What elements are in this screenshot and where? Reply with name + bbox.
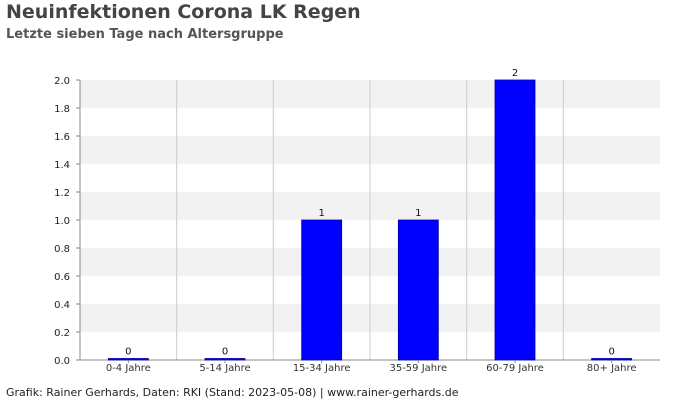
data-label: 2 (512, 68, 518, 79)
bar (301, 219, 343, 361)
y-tick-label: 0.2 (54, 328, 70, 339)
y-tick-label: 1.8 (54, 104, 70, 115)
chart-subtitle: Letzte sieben Tage nach Altersgruppe (6, 27, 284, 42)
x-tick-label: 0-4 Jahre (106, 363, 151, 374)
y-tick-label: 1.2 (54, 188, 70, 199)
y-tick-label: 0.8 (54, 244, 70, 255)
bar (591, 358, 633, 361)
x-tick-labels: 0-4 Jahre 5-14 Jahre 15-34 Jahre 35-59 Jahr… (106, 360, 637, 374)
data-label: 0 (222, 347, 228, 358)
bar (397, 219, 439, 361)
source-footer: Grafik: Rainer Gerhards, Daten: RKI (Sta… (6, 386, 459, 399)
x-tick-label: 80+ Jahre (587, 363, 637, 374)
y-tick-label: 1.4 (54, 160, 70, 171)
bar (204, 358, 246, 361)
data-label: 0 (608, 347, 614, 358)
y-tick-label: 0.0 (54, 356, 70, 367)
bar (107, 358, 149, 361)
x-tick-label: 60-79 Jahre (486, 363, 544, 374)
data-label: 1 (415, 208, 421, 219)
x-tick-label: 15-34 Jahre (293, 363, 351, 374)
data-label: 0 (125, 347, 131, 358)
chart-title: Neuinfektionen Corona LK Regen (6, 1, 361, 23)
gridlines (176, 80, 564, 360)
y-tick-label: 1.0 (54, 216, 70, 227)
y-tick-label: 2.0 (54, 76, 70, 87)
y-tick-label: 0.4 (54, 300, 70, 311)
x-tick-label: 5-14 Jahre (199, 363, 250, 374)
y-tick-label: 0.6 (54, 272, 70, 283)
y-tick-label: 1.6 (54, 132, 70, 143)
data-labels: 0 0 1 1 2 0 (125, 68, 615, 358)
bar (494, 79, 536, 361)
y-tick-labels: 0.0 0.2 0.4 0.6 0.8 1.0 1.2 1.4 1.6 1.8 2.0 (54, 76, 80, 367)
bars (107, 79, 633, 361)
data-label: 1 (318, 208, 324, 219)
x-tick-label: 35-59 Jahre (389, 363, 447, 374)
